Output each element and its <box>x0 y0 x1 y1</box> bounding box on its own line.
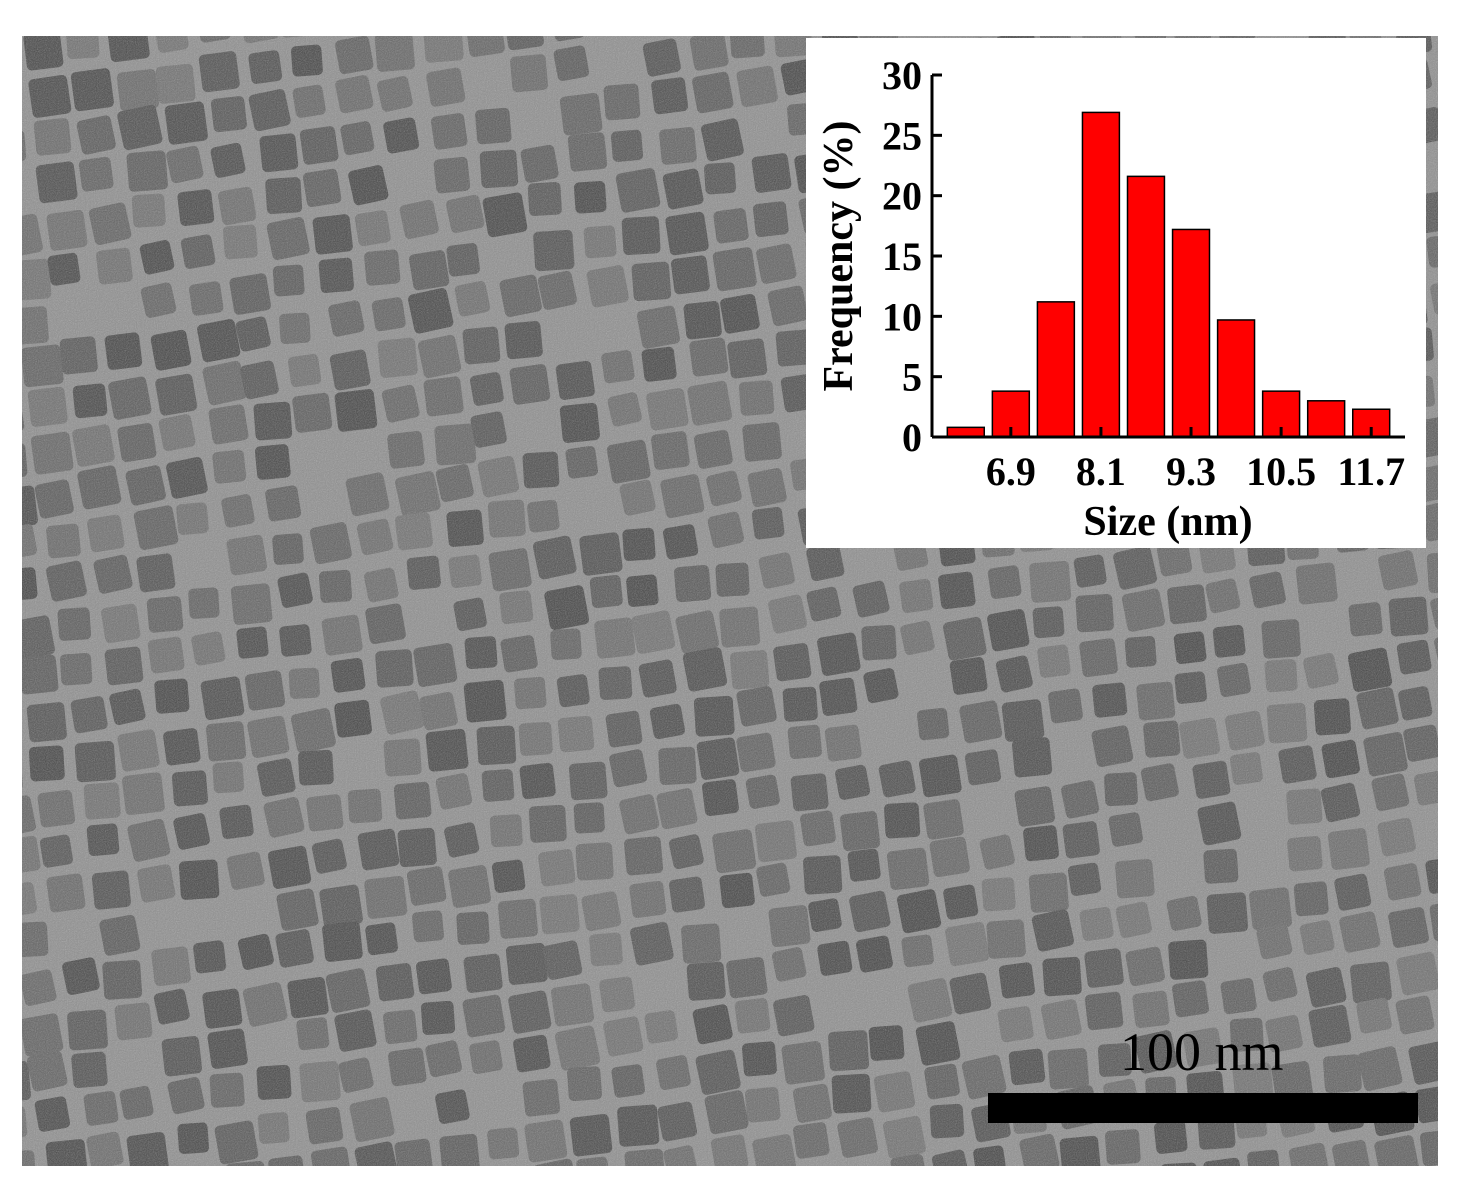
histogram-bar <box>1171 228 1211 438</box>
x-tick-label: 11.7 <box>1337 449 1405 494</box>
y-tick-label: 10 <box>882 294 922 339</box>
size-histogram: 0 5 10 15 20 25 30 6.9 8.1 9.3 10.5 11.7 Frequency… <box>816 53 1405 545</box>
size-histogram-inset: 0 5 10 15 20 25 30 6.9 8.1 9.3 10.5 11.7 Frequency… <box>806 38 1426 548</box>
y-tick-label: 25 <box>882 113 922 158</box>
y-tick-label: 5 <box>902 355 922 400</box>
histogram-bar <box>1081 111 1121 438</box>
x-axis-label: Size (nm) <box>1083 499 1252 545</box>
histogram-bar <box>1216 319 1256 438</box>
histogram-bar <box>1306 400 1346 438</box>
x-tick-label: 6.9 <box>986 449 1036 494</box>
histogram-bar <box>1351 408 1391 438</box>
histogram-bar <box>1036 301 1076 438</box>
y-axis-label: Frequency (%) <box>816 120 862 391</box>
x-tick-label: 9.3 <box>1166 449 1216 494</box>
x-tick-label: 8.1 <box>1076 449 1126 494</box>
histogram-bar <box>1126 175 1166 438</box>
y-tick-label: 0 <box>902 415 922 460</box>
y-tick-label: 20 <box>882 174 922 219</box>
x-tick-label: 10.5 <box>1246 449 1316 494</box>
scale-bar-label: 100 nm <box>1120 1022 1284 1082</box>
y-tick-label: 30 <box>882 53 922 98</box>
scale-bar <box>988 1093 1418 1123</box>
y-tick-label: 15 <box>882 234 922 279</box>
